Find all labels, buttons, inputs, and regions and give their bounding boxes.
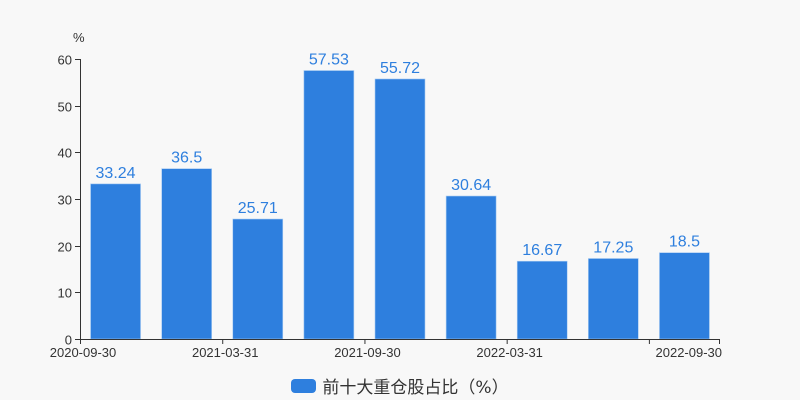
legend[interactable]: 前十大重仓股占比（%） — [0, 373, 800, 398]
bar[interactable] — [445, 195, 497, 340]
bar[interactable] — [516, 260, 568, 340]
bar-value-label: 17.25 — [593, 240, 633, 257]
bar-value-label: 16.67 — [522, 242, 562, 259]
x-tick-label: 2022-09-30 — [656, 345, 723, 360]
bar-chart: % 0 10 20 30 40 50 60 33.24 36.5 25.71 57.53 55.72… — [50, 30, 722, 360]
bars: 33.24 36.5 25.71 57.53 55.72 30.64 16.67 17.25 1… — [90, 52, 710, 340]
bar[interactable] — [588, 258, 639, 340]
x-axis: 2020-09-30 2021-03-31 2021-09-30 2022-03-31… — [50, 339, 722, 360]
bar-value-label: 36.5 — [171, 150, 202, 167]
x-tick-label: 2021-03-31 — [192, 345, 259, 360]
y-tick-label: 10 — [58, 286, 72, 301]
bar[interactable] — [90, 183, 141, 340]
bar[interactable] — [232, 218, 284, 340]
bar[interactable] — [303, 70, 355, 340]
bar-value-label: 25.71 — [238, 200, 278, 217]
bar[interactable] — [374, 78, 426, 340]
y-axis: 0 10 20 30 40 50 60 — [58, 53, 81, 348]
bar[interactable] — [659, 252, 710, 340]
y-tick-label: 0 — [65, 333, 72, 348]
bar[interactable] — [161, 168, 212, 340]
bar-value-label: 57.53 — [309, 52, 349, 69]
x-tick-label: 2021-09-30 — [334, 345, 401, 360]
bar-value-label: 18.5 — [669, 234, 700, 251]
legend-swatch-icon — [291, 378, 317, 393]
y-tick-label: 20 — [58, 240, 72, 255]
y-tick-label: 60 — [58, 53, 72, 68]
bar-value-label: 55.72 — [380, 60, 420, 77]
legend-label: 前十大重仓股占比（%） — [322, 378, 509, 398]
x-tick-label: 2022-03-31 — [476, 345, 543, 360]
bar-value-label: 33.24 — [96, 165, 136, 182]
y-axis-unit-label: % — [73, 30, 85, 45]
x-tick-label: 2020-09-30 — [50, 345, 117, 360]
y-tick-label: 30 — [58, 193, 72, 208]
bar-value-label: 30.64 — [451, 177, 491, 194]
y-tick-label: 40 — [58, 146, 72, 161]
y-tick-label: 50 — [58, 100, 72, 115]
